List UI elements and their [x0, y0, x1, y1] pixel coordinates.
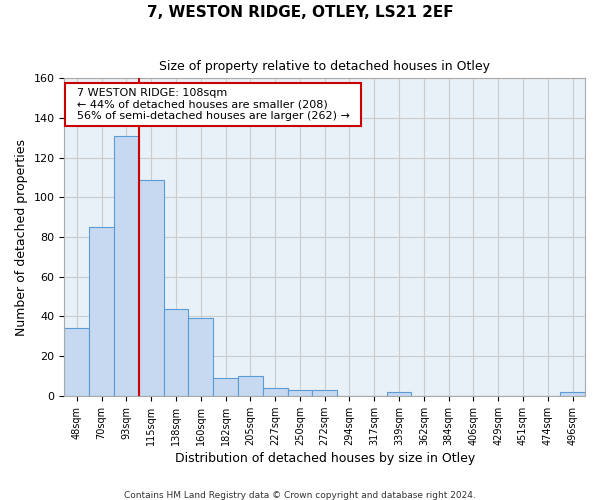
- Bar: [213, 378, 238, 396]
- Bar: [263, 388, 287, 396]
- Y-axis label: Number of detached properties: Number of detached properties: [15, 138, 28, 336]
- Bar: [188, 318, 213, 396]
- Bar: [560, 392, 585, 396]
- Bar: [64, 328, 89, 396]
- Bar: [139, 180, 164, 396]
- Bar: [238, 376, 263, 396]
- Text: Contains HM Land Registry data © Crown copyright and database right 2024.: Contains HM Land Registry data © Crown c…: [124, 490, 476, 500]
- Bar: [287, 390, 313, 396]
- X-axis label: Distribution of detached houses by size in Otley: Distribution of detached houses by size …: [175, 452, 475, 465]
- Text: 7, WESTON RIDGE, OTLEY, LS21 2EF: 7, WESTON RIDGE, OTLEY, LS21 2EF: [146, 5, 454, 20]
- Bar: [313, 390, 337, 396]
- Bar: [386, 392, 412, 396]
- Bar: [164, 308, 188, 396]
- Text: 7 WESTON RIDGE: 108sqm  
  ← 44% of detached houses are smaller (208)  
  56% of: 7 WESTON RIDGE: 108sqm ← 44% of detached…: [70, 88, 356, 121]
- Bar: [89, 227, 114, 396]
- Title: Size of property relative to detached houses in Otley: Size of property relative to detached ho…: [159, 60, 490, 73]
- Bar: [114, 136, 139, 396]
